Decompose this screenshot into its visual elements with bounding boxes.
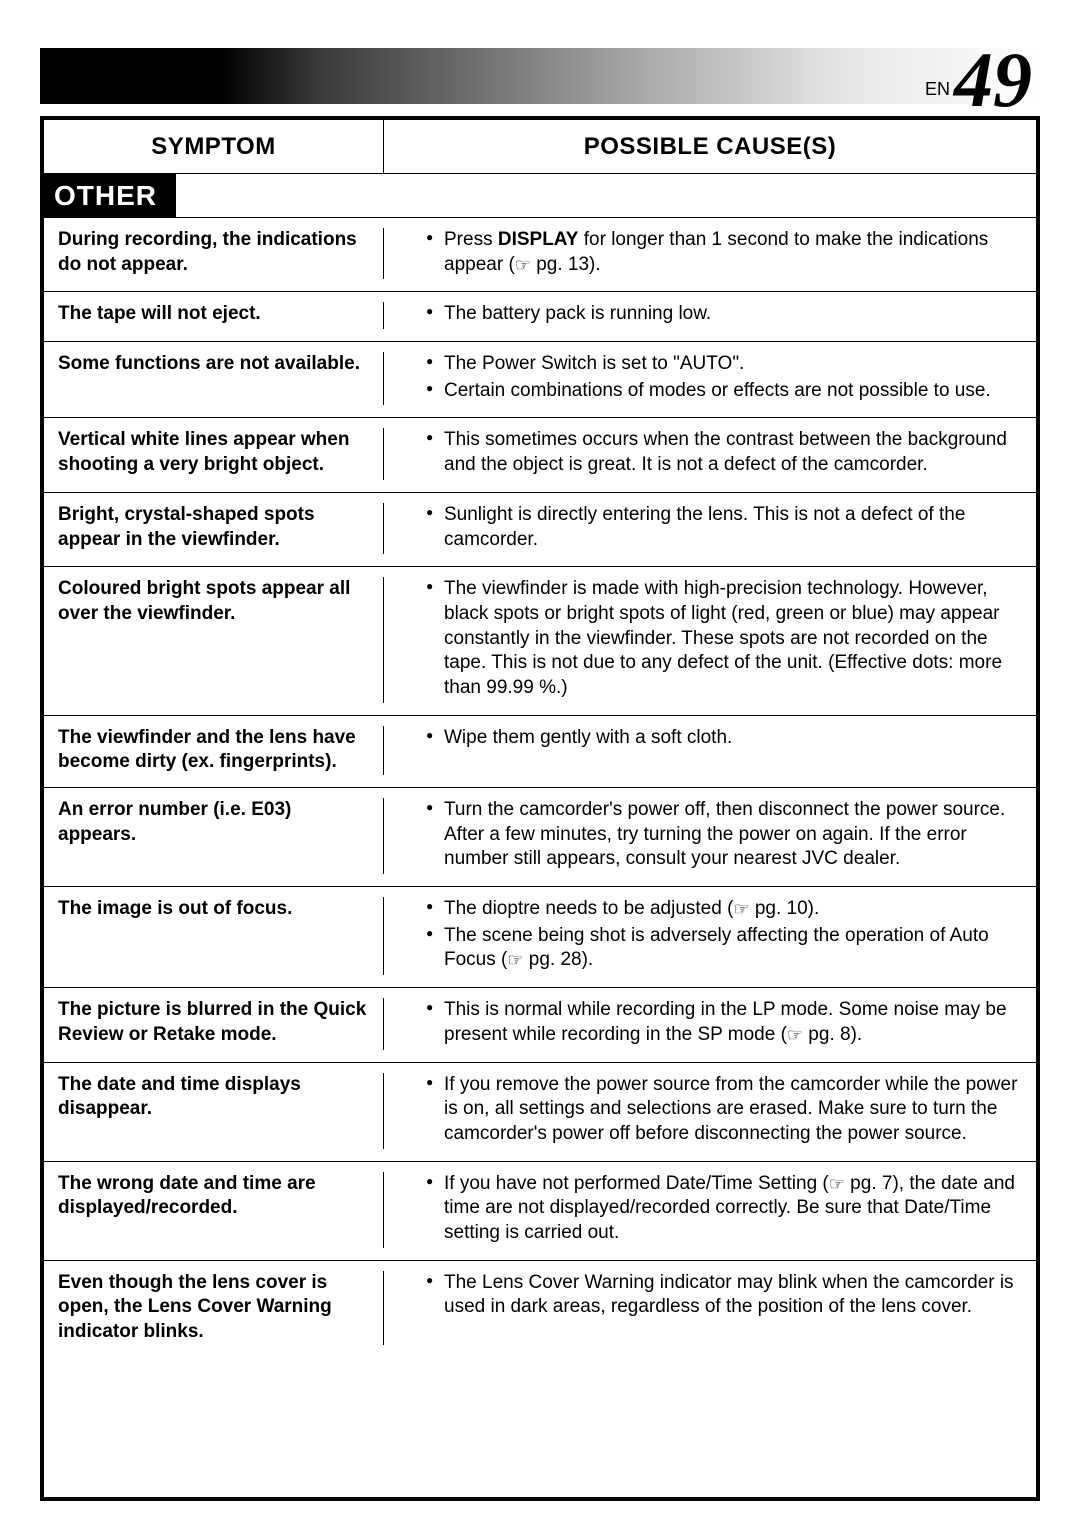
table-row: The viewfinder and the lens have become … [44, 716, 1036, 788]
symptom-text: Even though the lens cover is open, the … [44, 1271, 384, 1345]
section-label-other: OTHER [40, 173, 176, 218]
table-row: The wrong date and time are displayed/re… [44, 1162, 1036, 1261]
page-lang-label: EN [925, 79, 950, 100]
table-row: Some functions are not available.The Pow… [44, 342, 1036, 418]
cause-bullet: Wipe them gently with a soft cloth. [426, 726, 1020, 751]
symptom-text: An error number (i.e. E03) appears. [44, 798, 384, 874]
cause-bullet: The viewfinder is made with high-precisi… [426, 577, 1020, 700]
cause-cell: Wipe them gently with a soft cloth. [384, 726, 1036, 775]
symptom-text: The wrong date and time are displayed/re… [44, 1172, 384, 1248]
cause-cell: Sunlight is directly entering the lens. … [384, 503, 1036, 554]
section-row: OTHER [44, 174, 1036, 218]
table-row: An error number (i.e. E03) appears. Turn … [44, 788, 1036, 887]
cause-bullet: The battery pack is running low. [426, 302, 1020, 327]
table-row: The tape will not eject. The battery pack… [44, 292, 1036, 342]
table-row: Bright, crystal-shaped spots appear in t… [44, 493, 1036, 567]
table-row: Coloured bright spots appear all over th… [44, 567, 1036, 715]
cause-bullet: The Lens Cover Warning indicator may bli… [426, 1271, 1020, 1320]
page-number-bar: EN 49 [40, 48, 1040, 104]
cause-cell: This is normal while recording in the LP… [384, 998, 1036, 1049]
cause-bullet: The dioptre needs to be adjusted (☞ pg. … [426, 897, 1020, 922]
symptom-text: The picture is blurred in the Quick Revi… [44, 998, 384, 1049]
cause-cell: The Lens Cover Warning indicator may bli… [384, 1271, 1036, 1345]
cause-bullet: This sometimes occurs when the contrast … [426, 428, 1020, 477]
cause-bullet: This is normal while recording in the LP… [426, 998, 1020, 1047]
cause-cell: The battery pack is running low. [384, 302, 1036, 329]
table-header-row: SYMPTOM POSSIBLE CAUSE(S) [44, 120, 1036, 174]
symptom-text: The date and time displays disappear. [44, 1073, 384, 1149]
cause-bullet: Sunlight is directly entering the lens. … [426, 503, 1020, 552]
table-row: During recording, the indications do not… [44, 218, 1036, 292]
cause-cell: The viewfinder is made with high-precisi… [384, 577, 1036, 702]
page-ref-icon: ☞ [515, 254, 531, 277]
cause-cell: If you remove the power source from the … [384, 1073, 1036, 1149]
table-row: Vertical white lines appear when shootin… [44, 418, 1036, 492]
symptom-text: Bright, crystal-shaped spots appear in t… [44, 503, 384, 554]
table-row: Even though the lens cover is open, the … [44, 1261, 1036, 1357]
cause-bullet: Press DISPLAY for longer than 1 second t… [426, 228, 1020, 277]
symptom-text: The image is out of focus. [44, 897, 384, 975]
page-ref-icon: ☞ [829, 1173, 845, 1196]
cause-cell: Press DISPLAY for longer than 1 second t… [384, 228, 1036, 279]
cause-bullet: Turn the camcorder's power off, then dis… [426, 798, 1020, 872]
symptom-text: The tape will not eject. [44, 302, 384, 329]
bold-term: DISPLAY [498, 229, 579, 250]
page-number: 49 [954, 53, 1032, 108]
cause-bullet: Certain combinations of modes or effects… [426, 379, 1020, 404]
cause-bullet: The scene being shot is adversely affect… [426, 924, 1020, 973]
table-row: The date and time displays disappear. If … [44, 1063, 1036, 1162]
cause-cell: The Power Switch is set to "AUTO".Certai… [384, 352, 1036, 405]
symptom-text: The viewfinder and the lens have become … [44, 726, 384, 775]
symptom-text: Vertical white lines appear when shootin… [44, 428, 384, 479]
symptom-text: During recording, the indications do not… [44, 228, 384, 279]
cause-cell: The dioptre needs to be adjusted (☞ pg. … [384, 897, 1036, 975]
cause-bullet: The Power Switch is set to "AUTO". [426, 352, 1020, 377]
cause-cell: This sometimes occurs when the contrast … [384, 428, 1036, 479]
cause-bullet: If you have not performed Date/Time Sett… [426, 1172, 1020, 1246]
header-cause: POSSIBLE CAUSE(S) [384, 120, 1036, 173]
symptom-text: Coloured bright spots appear all over th… [44, 577, 384, 702]
cause-bullet: If you remove the power source from the … [426, 1073, 1020, 1147]
header-symptom: SYMPTOM [44, 120, 384, 173]
page-ref-icon: ☞ [733, 898, 749, 921]
page-ref-icon: ☞ [787, 1024, 803, 1047]
page-ref-icon: ☞ [507, 949, 523, 972]
cause-cell: Turn the camcorder's power off, then dis… [384, 798, 1036, 874]
cause-cell: If you have not performed Date/Time Sett… [384, 1172, 1036, 1248]
symptom-text: Some functions are not available. [44, 352, 384, 405]
table-row: The image is out of focus. The dioptre ne… [44, 887, 1036, 988]
table-row: The picture is blurred in the Quick Revi… [44, 988, 1036, 1062]
troubleshooting-table: SYMPTOM POSSIBLE CAUSE(S) OTHER During r… [40, 116, 1040, 1501]
